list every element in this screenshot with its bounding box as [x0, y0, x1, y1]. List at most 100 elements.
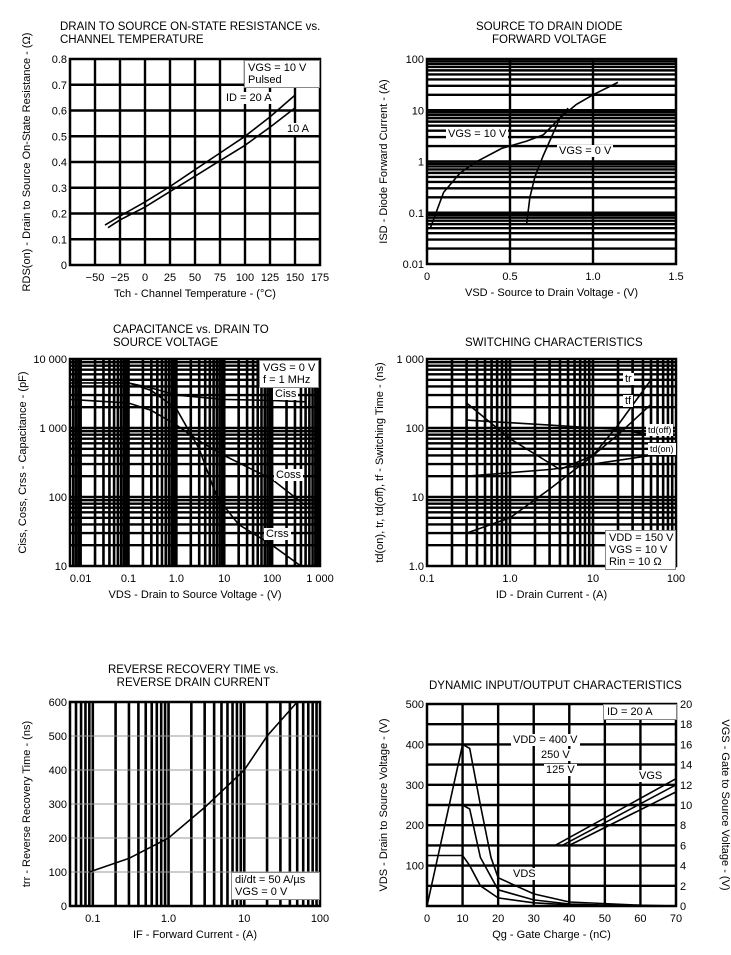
- y-right-tick-label: 16: [680, 739, 692, 751]
- chart-6-conditions-box: ID = 20 A: [603, 704, 677, 720]
- x-tick-label: 100: [311, 913, 329, 925]
- chart-3-conditions-box: VGS = 0 V f = 1 MHz: [259, 360, 319, 388]
- y-axis-label: Ciss, Coss, Crss - Capacitance - (pF): [17, 371, 29, 553]
- chart-5: 0.1 1.0 10 100 0 100 200 300 400 500 600 IF - Forwa…: [21, 697, 329, 941]
- y-tick-label: 10: [55, 561, 67, 573]
- y-tick-label: 1 000: [396, 354, 424, 366]
- x-tick-label: −25: [111, 272, 130, 284]
- x-tick-label: 0: [424, 271, 430, 283]
- y-right-tick-label: 20: [680, 699, 692, 711]
- y-axis-label: RDS(on) - Drain to Source On-State Resis…: [21, 33, 33, 292]
- x-tick-label: 0.01: [70, 573, 91, 585]
- y-tick-label: 500: [406, 699, 424, 711]
- y-tick-label: 0.2: [52, 209, 67, 221]
- x-tick-label: 70: [670, 913, 682, 925]
- chart-3: 0.01 0.1 1.0 10 100 1 000 10 100 1 000 10 000 VDS …: [17, 354, 334, 601]
- chart-2-label-vgs10: VGS = 10 V: [446, 128, 509, 140]
- x-tick-label: 0: [424, 913, 430, 925]
- y-right-tick-label: 8: [680, 820, 686, 832]
- chart-3-label-coss: Coss: [274, 469, 304, 481]
- x-tick-label: 20: [492, 913, 504, 925]
- x-tick-label: 0.5: [502, 271, 517, 283]
- chart-6-label-vds: VDS: [511, 868, 538, 880]
- chart-4-title: SWITCHING CHARACTERISTICS: [465, 337, 643, 349]
- x-tick-label: 10: [218, 573, 230, 585]
- x-tick-label: 30: [528, 913, 540, 925]
- y-tick-label: 1 000: [39, 423, 67, 435]
- x-axis-label: VDS - Drain to Source Voltage - (V): [108, 589, 281, 601]
- y-right-tick-label: 10: [680, 800, 692, 812]
- y-tick-label: 100: [406, 423, 424, 435]
- chart-6-label-vgs: VGS: [637, 770, 665, 782]
- chart-2-title: SOURCE TO DRAIN DIODE FORWARD VOLTAGE: [476, 21, 623, 46]
- y-tick-label: 0.1: [409, 208, 424, 220]
- plot-frame: [68, 57, 322, 267]
- grid: [70, 359, 320, 566]
- y-tick-label: 200: [406, 820, 424, 832]
- y-right-tick-label: 4: [680, 861, 686, 873]
- series-line-crss: [128, 382, 302, 567]
- x-tick-label: 150: [286, 272, 304, 284]
- chart-3-label-crss: Crss: [264, 528, 291, 540]
- plot-frame: [68, 357, 322, 568]
- x-tick-label: 1.0: [161, 913, 176, 925]
- x-tick-label: 10: [587, 573, 599, 585]
- series-line-vds-250-v: [462, 804, 641, 907]
- chart-1-conditions-box: VGS = 10 V Pulsed: [244, 60, 320, 88]
- y-right-tick-label: 14: [680, 760, 692, 772]
- chart-5-title: REVERSE RECOVERY TIME vs. REVERSE DRAIN …: [108, 664, 279, 689]
- y-axis-label: ISD - Diode Forward Current - (A): [378, 79, 390, 243]
- y-tick-label: 400: [49, 765, 67, 777]
- x-tick-label: 0: [142, 272, 148, 284]
- x-tick-label: 0.1: [85, 913, 100, 925]
- chart-2: 0 0.5 1.0 1.5 0.01 0.1 1 10 100 VSD - Source to D…: [378, 54, 684, 299]
- y-tick-label: 200: [49, 833, 67, 845]
- x-tick-label: 100: [236, 272, 254, 284]
- series-line-10-a: [107, 107, 296, 229]
- y-tick-label: 1: [418, 157, 424, 169]
- y-tick-label: 0: [61, 260, 67, 272]
- plot-frame: [425, 357, 678, 568]
- x-axis-label: Tch - Channel Temperature - (°C): [114, 288, 276, 300]
- chart-1-title: DRAIN TO SOURCE ON-STATE RESISTANCE vs. …: [60, 21, 321, 46]
- series-line-coss: [69, 398, 307, 507]
- plot-frame: [425, 57, 678, 266]
- y-tick-label: 300: [49, 799, 67, 811]
- y-tick-label: 0.4: [52, 157, 67, 169]
- chart-3-label-ciss: Ciss: [273, 388, 299, 400]
- series-line-tr: [466, 379, 652, 534]
- x-tick-label: 125: [261, 272, 279, 284]
- y-tick-label: 0.3: [52, 183, 67, 195]
- chart-4-label-tdon: td(on): [648, 443, 676, 455]
- x-tick-label: 175: [311, 272, 329, 284]
- x-tick-label: −50: [86, 272, 105, 284]
- y-tick-label: 10 000: [33, 354, 67, 366]
- y-tick-label: 600: [49, 697, 67, 709]
- y-right-tick-label: 18: [680, 719, 692, 731]
- x-tick-label: 1.5: [668, 271, 683, 283]
- chart-5-conditions-box: di/dt = 50 A/µs VGS = 0 V: [231, 872, 320, 900]
- y-right-tick-label: 12: [680, 780, 692, 792]
- y-tick-label: 400: [406, 739, 424, 751]
- y-tick-label: 10: [412, 492, 424, 504]
- chart-1-label-20a: ID = 20 A: [224, 92, 274, 104]
- x-tick-label: 10: [456, 913, 468, 925]
- chart-6-title: DYNAMIC INPUT/OUTPUT CHARACTERISTICS: [429, 680, 682, 692]
- y-right-tick-label: 0: [680, 901, 686, 913]
- grid: [427, 59, 676, 264]
- x-tick-label: 100: [263, 573, 281, 585]
- series-line-vgs-400-v: [554, 777, 677, 847]
- series-line-vgs-125-v: [568, 791, 677, 847]
- y-tick-label: 100: [406, 861, 424, 873]
- chart-2-label-vgs0: VGS = 0 V: [557, 145, 614, 157]
- y-tick-label: 500: [49, 731, 67, 743]
- plot-frame: [425, 702, 678, 908]
- chart-4-label-tf: tf: [623, 395, 634, 407]
- x-axis-label: Qg - Gate Charge - (nC): [492, 929, 611, 941]
- y-right-axis-label: VGS - Gate to Source Voltage - (V): [719, 719, 731, 890]
- x-tick-label: 1.0: [169, 573, 184, 585]
- x-tick-label: 1 000: [306, 573, 334, 585]
- series-line-td-off-: [466, 419, 652, 436]
- chart-6-label-vdd400: VDD = 400 V: [511, 734, 580, 746]
